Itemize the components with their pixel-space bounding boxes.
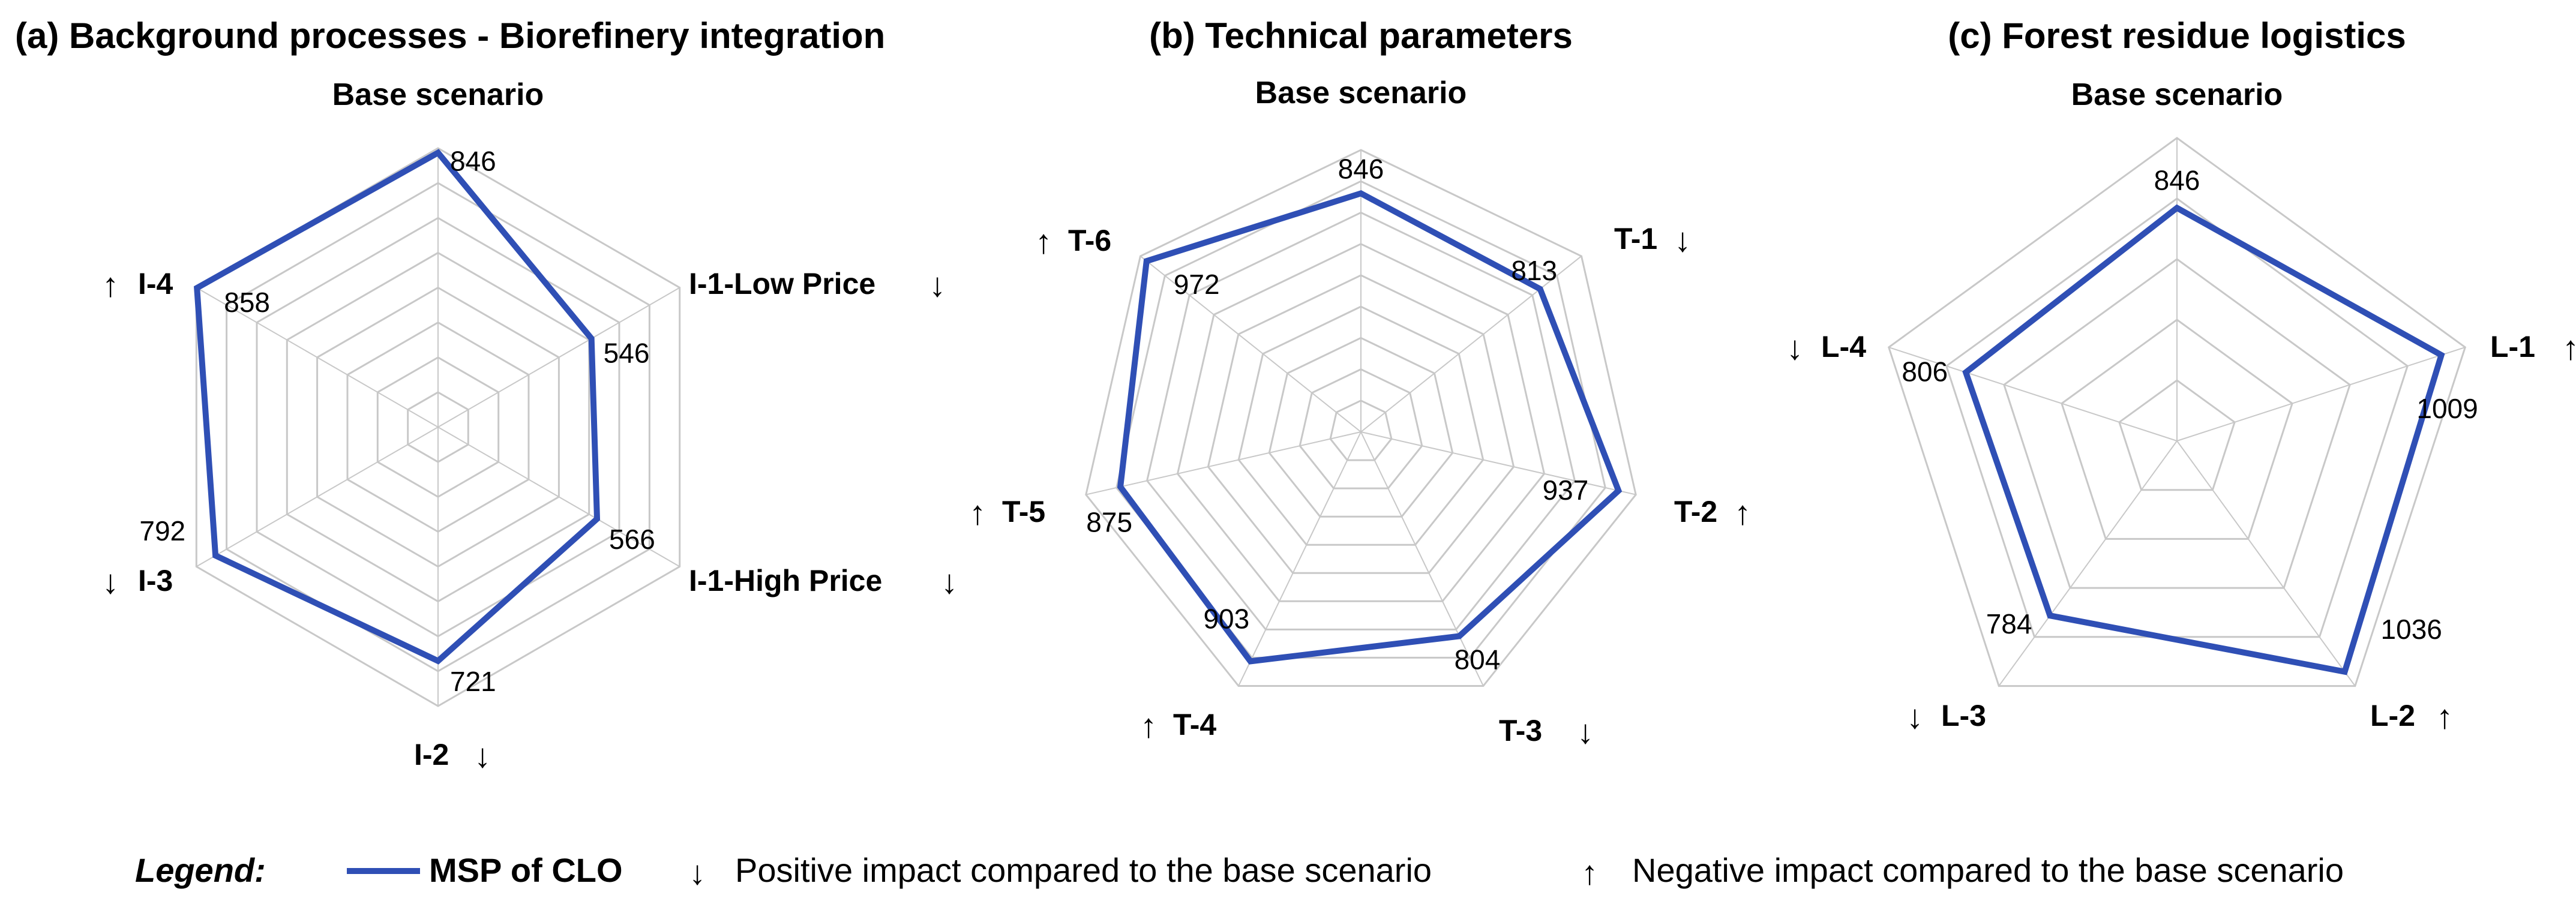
data-value-label: 937: [1543, 474, 1589, 506]
axis-label: T-5: [1002, 495, 1045, 528]
axis-label: L-4: [1821, 330, 1866, 364]
axis-label: Base scenario: [332, 77, 544, 112]
grid-ring: [2003, 258, 2351, 589]
axis-spoke: [1360, 431, 1636, 495]
data-value-label: 846: [2154, 165, 2200, 196]
grid-ring: [1176, 243, 1546, 602]
legend-negative-arrow-icon: ↑: [1581, 854, 1598, 891]
data-value-label: 813: [1511, 255, 1557, 286]
chart-title: (c) Forest residue logistics: [1948, 16, 2406, 56]
axis-spoke: [2176, 346, 2466, 442]
up-arrow-icon: ↑: [969, 494, 986, 531]
data-value-label: 875: [1086, 507, 1132, 538]
axis-label: I-4: [138, 267, 173, 301]
axis-spoke: [1139, 256, 1362, 433]
axis-label: T-1: [1614, 222, 1657, 256]
grid-ring: [1145, 211, 1576, 630]
data-value-label: 903: [1203, 603, 1249, 634]
axis-spoke: [1360, 256, 1582, 433]
up-arrow-icon: ↑: [2562, 329, 2576, 367]
data-value-label: 721: [450, 666, 496, 697]
down-arrow-icon: ↓: [1906, 698, 1923, 735]
axis-spoke: [1085, 431, 1362, 495]
grid-ring: [1115, 180, 1606, 659]
data-value-label: 546: [604, 337, 650, 368]
axis-spoke: [196, 427, 439, 567]
grid-ring: [1207, 274, 1515, 574]
grid-ring: [1085, 149, 1637, 687]
legend-series-label: MSP of CLO: [429, 851, 623, 889]
axis-label: T-3: [1499, 714, 1542, 747]
down-arrow-icon: ↓: [102, 563, 119, 600]
axis-spoke: [1360, 431, 1484, 686]
down-arrow-icon: ↓: [1786, 329, 1803, 367]
down-arrow-icon: ↓: [1577, 713, 1594, 750]
axis-label: T-4: [1173, 708, 1216, 741]
legend-positive-text: Positive impact compared to the base sce…: [735, 851, 1432, 889]
data-value-label: 804: [1455, 644, 1501, 675]
down-arrow-icon: ↓: [474, 737, 491, 774]
series-msp-of-clo: [1962, 204, 2445, 675]
data-value-label: 846: [450, 146, 496, 177]
grid-ring: [1237, 305, 1485, 546]
down-arrow-icon: ↓: [929, 266, 946, 304]
data-value-label: 858: [224, 287, 270, 318]
data-value-label: 846: [1338, 153, 1384, 184]
data-value-label: 806: [1902, 356, 1948, 388]
axis-label: T-6: [1068, 224, 1111, 257]
chart-title: (b) Technical parameters: [1149, 16, 1573, 56]
data-value-label: 792: [139, 515, 185, 546]
axis-spoke: [2176, 440, 2356, 687]
down-arrow-icon: ↓: [1674, 221, 1691, 259]
axis-label: I-2: [414, 738, 449, 771]
axis-label: I-1-Low Price: [689, 267, 875, 301]
up-arrow-icon: ↑: [1140, 707, 1157, 744]
legend-negative-text: Negative impact compared to the base sce…: [1632, 851, 2344, 889]
series-msp-of-clo: [193, 149, 601, 665]
grid-ring: [1329, 400, 1393, 461]
axis-label: Base scenario: [1255, 76, 1467, 110]
axis-label: I-1-High Price: [689, 564, 882, 597]
axis-spoke: [1998, 440, 2178, 687]
axis-spoke: [196, 287, 439, 428]
axis-spoke: [1238, 431, 1362, 686]
axis-label: I-3: [138, 564, 173, 597]
legend-positive-arrow-icon: ↓: [689, 854, 706, 891]
data-value-label: 972: [1174, 269, 1220, 300]
axis-label: T-2: [1674, 495, 1717, 528]
grid-ring: [2118, 379, 2236, 491]
grid-ring: [1299, 368, 1423, 489]
up-arrow-icon: ↑: [102, 266, 119, 304]
grid-ring: [1268, 337, 1454, 518]
legend: Legend: MSP of CLO ↓ Positive impact com…: [135, 851, 2344, 891]
down-arrow-icon: ↓: [941, 563, 958, 600]
up-arrow-icon: ↑: [2436, 698, 2453, 735]
grid-ring: [1887, 137, 2467, 687]
axis-spoke: [1888, 346, 2178, 442]
axis-label: L-1: [2490, 330, 2535, 364]
data-value-label: 1036: [2381, 614, 2442, 645]
up-arrow-icon: ↑: [1734, 494, 1751, 531]
data-value-label: 784: [1986, 608, 2032, 639]
axis-label: L-3: [1941, 699, 1986, 732]
axis-label: L-2: [2370, 699, 2415, 732]
chart-title: (a) Background processes - Biorefinery i…: [15, 16, 885, 56]
radar-panel-b: (b) Technical parameters Base scenario 846…: [969, 16, 1751, 750]
radar-panel-c: (c) Forest residue logistics Base scenari…: [1786, 16, 2576, 735]
data-value-label: 1009: [2416, 393, 2478, 424]
series-msp-of-clo: [1117, 190, 1623, 665]
legend-title: Legend:: [135, 851, 266, 889]
radar-panel-a: (a) Background processes - Biorefinery i…: [15, 16, 958, 774]
grid-ring: [2061, 319, 2293, 540]
data-value-label: 566: [609, 524, 655, 555]
axis-spoke: [437, 287, 680, 428]
up-arrow-icon: ↑: [1035, 223, 1052, 260]
axis-spoke: [437, 427, 680, 567]
axis-label: Base scenario: [2071, 77, 2283, 112]
